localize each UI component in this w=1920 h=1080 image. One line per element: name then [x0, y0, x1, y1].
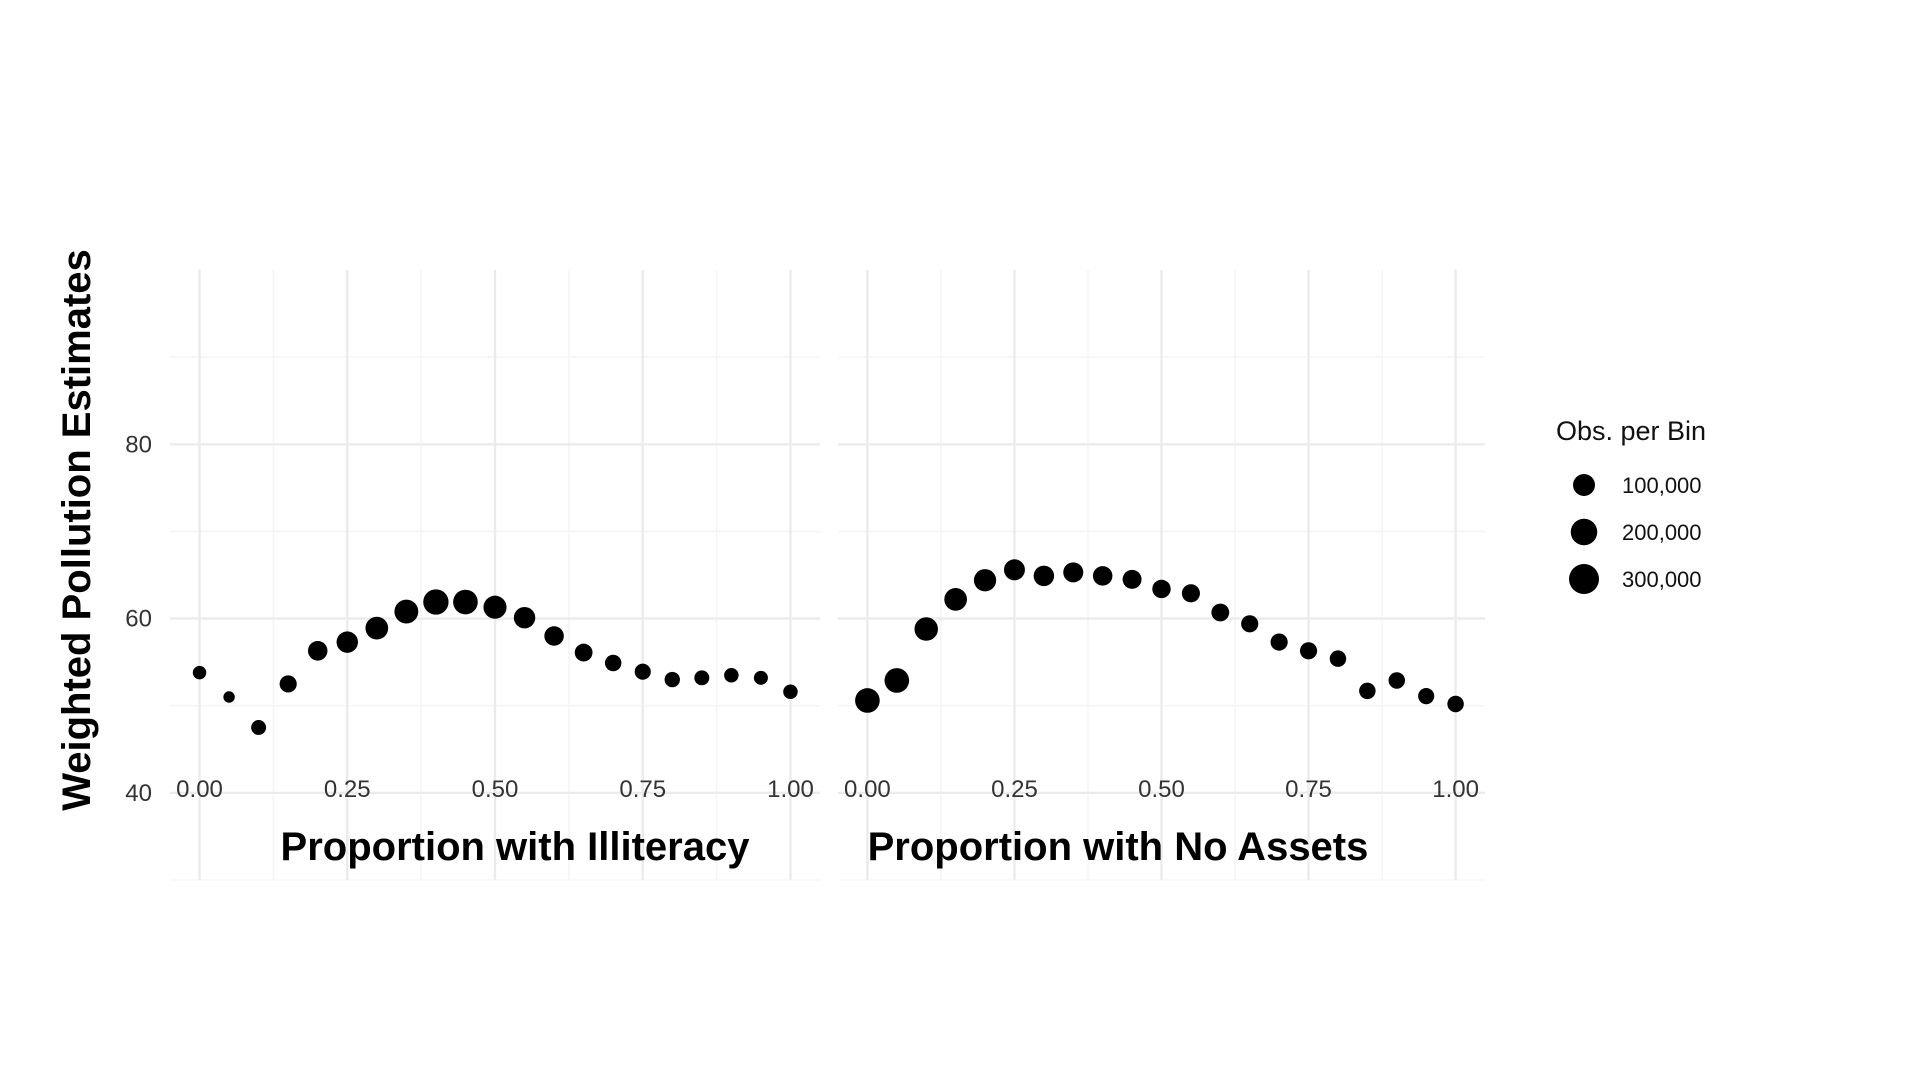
- x-tick-label: 0.75: [1285, 776, 1332, 803]
- y-tick-label: 80: [125, 431, 152, 458]
- data-point: [1003, 559, 1025, 581]
- data-point: [423, 589, 449, 615]
- data-point: [192, 665, 207, 680]
- data-point: [1388, 672, 1406, 689]
- legend-key-circle: [1570, 518, 1598, 546]
- data-point: [664, 671, 680, 688]
- data-point: [973, 569, 997, 592]
- x-axis-title-2: Proportion with No Assets: [868, 825, 1369, 869]
- data-point: [279, 675, 297, 693]
- data-point: [783, 684, 798, 700]
- x-tick-label: 1.00: [767, 776, 814, 803]
- data-point: [1211, 603, 1230, 622]
- x-tick-label: 0.00: [844, 776, 891, 803]
- data-point: [855, 688, 880, 713]
- legend-title: Obs. per Bin: [1556, 416, 1706, 446]
- data-point: [1063, 562, 1084, 583]
- data-point: [1270, 633, 1288, 651]
- data-point: [634, 663, 651, 680]
- x-axis-title-1: Proportion with Illiteracy: [281, 825, 751, 869]
- data-point: [884, 668, 910, 693]
- legend-key-circle: [1573, 474, 1595, 496]
- data-point: [724, 667, 739, 683]
- data-point: [223, 691, 235, 703]
- data-point: [1299, 642, 1318, 660]
- data-point: [1359, 682, 1376, 700]
- data-point: [1152, 579, 1171, 599]
- data-point: [336, 631, 358, 653]
- y-axis-title: Weighted Pollution Estimates: [55, 249, 99, 811]
- data-point: [1241, 615, 1259, 633]
- x-tick-label: 0.75: [619, 776, 666, 803]
- data-point: [1447, 695, 1464, 713]
- data-point: [483, 595, 507, 619]
- data-point: [365, 616, 389, 640]
- data-point: [307, 641, 328, 661]
- data-point: [944, 588, 967, 611]
- data-point: [1181, 584, 1200, 603]
- facet-panels: 0.00 0.25 0.50 0.75 1.00 40 60 80 Proportion wit…: [125, 270, 1485, 881]
- data-point: [1033, 565, 1055, 587]
- x-tick-label: 0.50: [472, 776, 519, 803]
- legend: Obs. per Bin 100,000 200,000 300,000: [1556, 416, 1706, 594]
- facet-panel-1: 0.00 0.25 0.50 0.75 1.00 40 60 80 Proportion wit…: [125, 270, 820, 881]
- x-tick-label: 1.00: [1432, 776, 1479, 803]
- data-point: [694, 670, 710, 686]
- x-tick-label: 0.00: [176, 776, 223, 803]
- data-point: [1092, 566, 1113, 586]
- x-tick-label: 0.50: [1138, 776, 1185, 803]
- x-tick-label: 0.25: [991, 776, 1038, 803]
- data-point: [544, 626, 564, 646]
- legend-label: 100,000: [1622, 473, 1702, 498]
- data-point: [513, 606, 536, 629]
- y-tick-label: 40: [125, 780, 152, 807]
- data-point: [604, 654, 622, 672]
- data-point: [1418, 688, 1435, 705]
- data-point: [914, 617, 938, 641]
- data-point: [753, 670, 768, 685]
- data-point: [394, 599, 419, 624]
- x-tick-label: 0.25: [324, 776, 371, 803]
- facet-panel-2: 0.00 0.25 0.50 0.75 1.00 Proportion with No A…: [838, 270, 1485, 881]
- data-point: [574, 643, 593, 662]
- data-point: [1329, 650, 1347, 667]
- data-point: [251, 720, 267, 735]
- legend-label: 200,000: [1622, 520, 1702, 545]
- legend-label: 300,000: [1622, 567, 1702, 592]
- y-tick-label: 60: [125, 606, 152, 633]
- data-point: [453, 589, 478, 615]
- legend-key-circle: [1569, 564, 1599, 594]
- data-point: [1122, 569, 1142, 589]
